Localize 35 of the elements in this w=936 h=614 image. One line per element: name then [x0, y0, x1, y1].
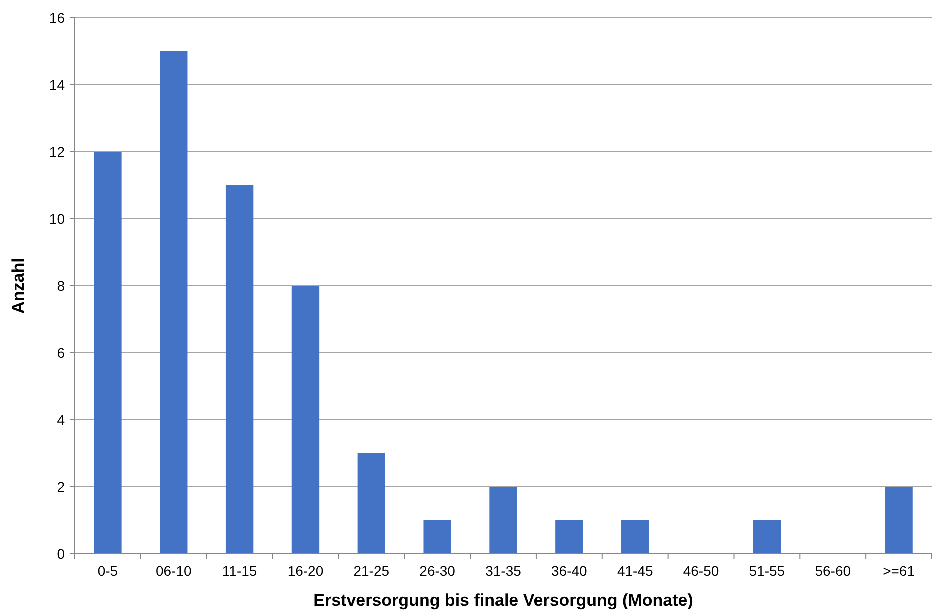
- bar: [94, 152, 122, 554]
- x-tick-label: 16-20: [288, 563, 324, 579]
- x-tick-label: >=61: [883, 563, 916, 579]
- y-tick-label: 12: [49, 144, 66, 160]
- x-tick-label: 51-55: [749, 563, 786, 579]
- y-tick-label: 4: [57, 412, 66, 428]
- bar: [226, 186, 254, 554]
- bar: [292, 286, 320, 554]
- x-tick-label: 06-10: [156, 563, 192, 579]
- y-tick-label: 16: [49, 10, 66, 26]
- bar: [885, 487, 913, 554]
- x-tick-label: 31-35: [486, 563, 522, 579]
- y-tick-label: 10: [49, 210, 66, 227]
- bar: [160, 52, 188, 554]
- bar: [556, 520, 584, 554]
- x-tick-label: 36-40: [552, 563, 588, 579]
- x-axis-title: Erstversorgung bis finale Versorgung (Monate): [314, 591, 694, 610]
- x-tick-label: 41-45: [617, 563, 654, 579]
- bar: [490, 487, 518, 554]
- y-tick-label: 2: [57, 478, 66, 495]
- bar: [753, 520, 782, 554]
- y-axis-title: Anzahl: [9, 258, 28, 314]
- y-tick-label: 0: [57, 546, 66, 562]
- x-tick-label: 46-50: [683, 563, 720, 579]
- x-tick-label: 0-5: [98, 563, 118, 579]
- x-tick-label: 21-25: [354, 563, 390, 579]
- bar: [358, 454, 386, 554]
- y-tick-label: 14: [49, 76, 66, 93]
- y-tick-label: 8: [57, 278, 66, 294]
- x-tick-label: 11-15: [222, 563, 258, 579]
- x-tick-label: 26-30: [420, 563, 456, 579]
- bar: [622, 520, 650, 554]
- bar: [424, 520, 452, 554]
- x-tick-label: 56-60: [815, 563, 852, 579]
- y-tick-label: 6: [57, 344, 66, 361]
